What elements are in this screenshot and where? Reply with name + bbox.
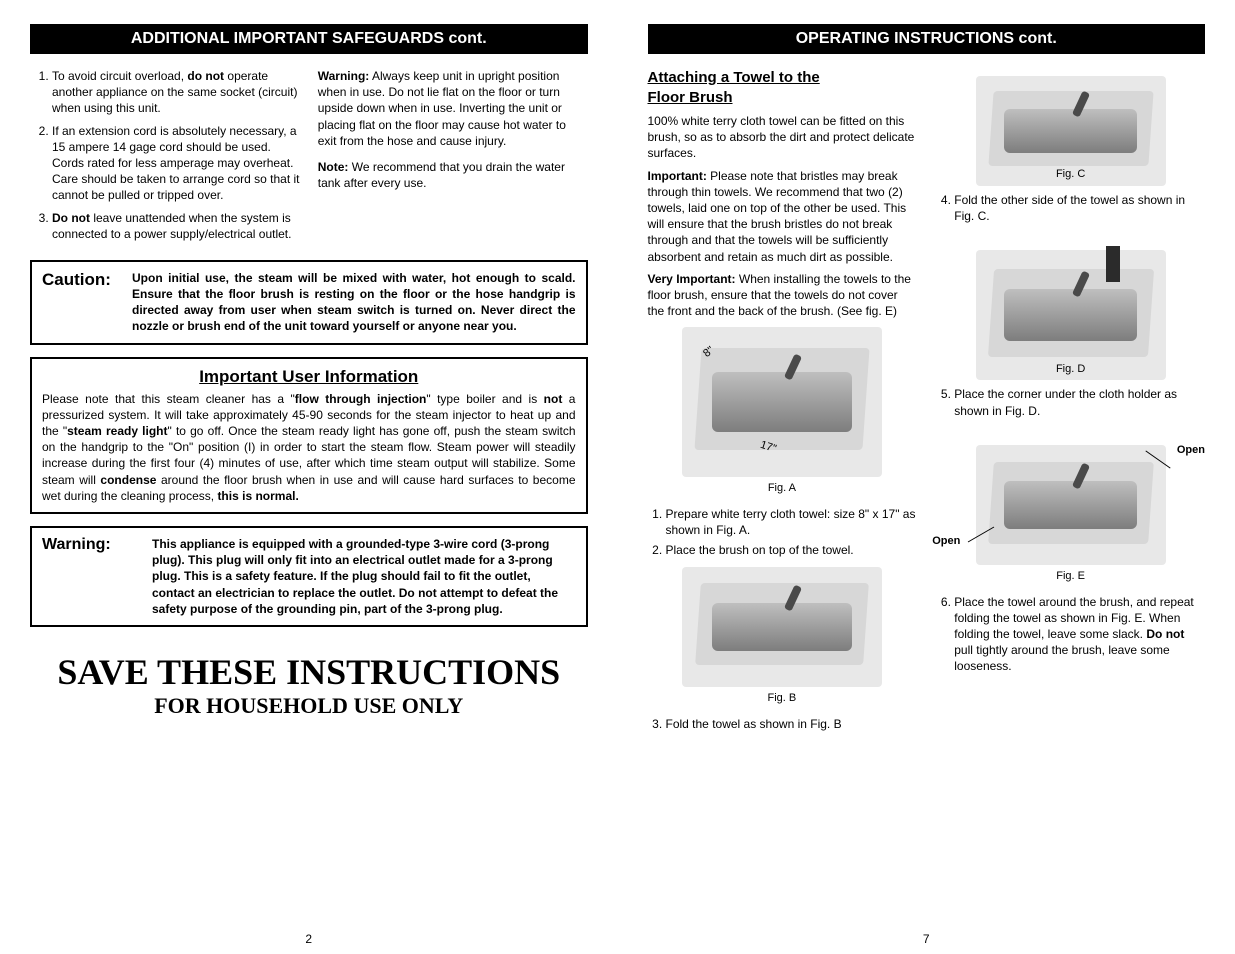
safeguards-list: To avoid circuit overload, do not operat… <box>30 68 300 242</box>
steps-6: Place the towel around the brush, and re… <box>936 594 1205 675</box>
attaching-heading: Attaching a Towel to the Floor Brush <box>648 68 848 107</box>
fig-a-label: Fig. A <box>648 481 917 496</box>
safeguard-item: To avoid circuit overload, do not operat… <box>52 68 300 117</box>
left-header: ADDITIONAL IMPORTANT SAFEGUARDS cont. <box>30 24 588 54</box>
note-drain: Note: We recommend that you drain the wa… <box>318 159 588 191</box>
page-number-right: 7 <box>618 932 1235 946</box>
safeguards-col-left: To avoid circuit overload, do not operat… <box>30 68 300 248</box>
right-page: OPERATING INSTRUCTIONS cont. Attaching a… <box>618 0 1235 954</box>
steps-5: Place the corner under the cloth holder … <box>936 386 1205 418</box>
right-col-right: Fig. C Fold the other side of the towel … <box>936 68 1205 736</box>
step-3: Fold the towel as shown in Fig. B <box>666 716 917 732</box>
caution-box: Caution: Upon initial use, the steam wil… <box>30 260 588 345</box>
steps-1-2: Prepare white terry cloth towel: size 8"… <box>648 506 917 559</box>
very-important-para: Very Important: When installing the towe… <box>648 271 917 320</box>
caution-lead: Caution: <box>42 270 111 290</box>
safeguards-columns: To avoid circuit overload, do not operat… <box>30 68 588 248</box>
right-col-left: Attaching a Towel to the Floor Brush 100… <box>648 68 917 736</box>
figure-d: Fig. D <box>976 250 1166 380</box>
info-box: Important User Information Please note t… <box>30 357 588 514</box>
step-6: Place the towel around the brush, and re… <box>954 594 1205 675</box>
save-instructions: SAVE THESE INSTRUCTIONS <box>30 651 588 693</box>
fig-d-label-in: Fig. D <box>976 362 1166 377</box>
warning-lead: Warning: <box>42 536 111 554</box>
steps-3: Fold the towel as shown in Fig. B <box>648 716 917 732</box>
left-page: ADDITIONAL IMPORTANT SAFEGUARDS cont. To… <box>0 0 618 954</box>
right-columns: Attaching a Towel to the Floor Brush 100… <box>648 68 1206 736</box>
info-heading: Important User Information <box>42 367 576 387</box>
warning-box: Warning: This appliance is equipped with… <box>30 526 588 627</box>
fig-c-label-in: Fig. C <box>976 167 1166 182</box>
open-label-bottom: Open <box>932 534 960 549</box>
right-header: OPERATING INSTRUCTIONS cont. <box>648 24 1206 54</box>
safeguard-item: Do not leave unattended when the system … <box>52 210 300 242</box>
warning-upright: Warning: Always keep unit in upright pos… <box>318 68 588 149</box>
figure-b <box>682 567 882 687</box>
info-body: Please note that this steam cleaner has … <box>42 391 576 504</box>
step-2: Place the brush on top of the towel. <box>666 542 917 558</box>
fig-b-label: Fig. B <box>648 691 917 706</box>
caution-body: Upon initial use, the steam will be mixe… <box>132 270 576 335</box>
steps-4: Fold the other side of the towel as show… <box>936 192 1205 224</box>
step-5: Place the corner under the cloth holder … <box>954 386 1205 418</box>
household-use: FOR HOUSEHOLD USE ONLY <box>30 693 588 719</box>
open-label-top: Open <box>1177 443 1205 458</box>
warning-body: This appliance is equipped with a ground… <box>152 536 576 617</box>
safeguards-col-right: Warning: Always keep unit in upright pos… <box>318 68 588 248</box>
important-para: Important: Please note that bristles may… <box>648 168 917 265</box>
step-4: Fold the other side of the towel as show… <box>954 192 1205 224</box>
figure-e <box>976 445 1166 565</box>
figure-c: Fig. C <box>976 76 1166 186</box>
step-1: Prepare white terry cloth towel: size 8"… <box>666 506 917 538</box>
figure-a: 8" 17" <box>682 327 882 477</box>
fig-e-label: Fig. E <box>936 569 1205 584</box>
intro-para: 100% white terry cloth towel can be fitt… <box>648 113 917 162</box>
safeguard-item: If an extension cord is absolutely neces… <box>52 123 300 204</box>
page-number-left: 2 <box>0 932 618 946</box>
